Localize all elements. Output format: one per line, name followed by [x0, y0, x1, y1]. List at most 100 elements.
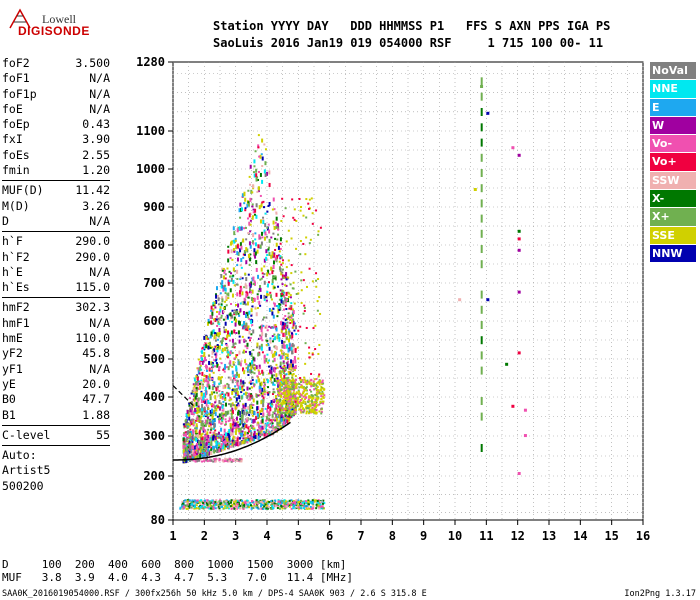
- echo-point: [245, 322, 248, 327]
- echo-point: [227, 245, 230, 248]
- echo-point: [273, 286, 276, 289]
- echo-point: [214, 336, 217, 341]
- echo-point: [224, 300, 227, 303]
- echo-point: [269, 407, 272, 412]
- echo-point: [216, 347, 219, 350]
- echo-point: [225, 342, 228, 345]
- echo-point: [289, 305, 292, 308]
- echo-point: [235, 245, 238, 250]
- echo-point: [199, 420, 202, 423]
- echo-point: [242, 388, 245, 391]
- echo-point: [182, 505, 185, 508]
- echo-point: [238, 423, 241, 426]
- echo-point: [319, 379, 322, 382]
- echo-point: [208, 379, 211, 382]
- echo-point: [291, 388, 294, 391]
- echo-point: [298, 506, 301, 509]
- echo-point: [290, 346, 293, 351]
- echo-point: [203, 343, 206, 346]
- echo-point: [480, 229, 483, 238]
- echo-point: [228, 440, 231, 445]
- echo-point: [225, 501, 228, 504]
- echo-point: [298, 390, 301, 393]
- echo-point: [267, 403, 270, 406]
- echo-point: [268, 281, 271, 284]
- param-row: h`Es 115.0: [2, 280, 110, 295]
- echo-point: [287, 390, 290, 393]
- y-tick-label: 1280: [136, 55, 165, 69]
- echo-point: [264, 212, 267, 215]
- echo-point: [242, 302, 245, 305]
- echo-point: [258, 507, 261, 510]
- echo-point: [231, 428, 234, 433]
- echo-point: [255, 365, 258, 370]
- echo-point: [189, 424, 192, 427]
- echo-point: [295, 247, 298, 250]
- echo-point: [225, 505, 228, 508]
- echo-point: [300, 379, 303, 382]
- echo-point: [204, 422, 207, 427]
- echo-point: [224, 321, 227, 326]
- echo-point: [299, 253, 302, 256]
- echo-point: [219, 340, 222, 343]
- echo-point: [214, 460, 217, 463]
- echo-point: [213, 391, 216, 394]
- echo-point: [191, 445, 194, 450]
- echo-point: [259, 219, 262, 224]
- echo-point: [247, 503, 250, 506]
- echo-point: [292, 320, 295, 325]
- echo-point: [218, 345, 221, 350]
- echo-point: [232, 342, 235, 345]
- echo-point: [319, 312, 322, 315]
- echo-point: [279, 424, 282, 427]
- echo-point: [262, 507, 265, 510]
- param-label: B0: [2, 392, 16, 407]
- param-row: h`E N/A: [2, 265, 110, 280]
- echo-point: [221, 404, 224, 409]
- echo-point: [222, 412, 225, 415]
- echo-point: [278, 420, 281, 423]
- echo-point: [235, 371, 238, 376]
- echo-point: [235, 458, 238, 461]
- echo-point: [245, 277, 248, 282]
- echo-point: [282, 367, 285, 370]
- echo-point: [276, 421, 279, 426]
- echo-point: [238, 400, 241, 403]
- echo-point: [207, 506, 210, 509]
- echo-point: [267, 249, 270, 252]
- echo-point: [250, 333, 253, 336]
- echo-point: [201, 371, 204, 376]
- echo-point: [245, 366, 248, 369]
- echo-point: [227, 334, 230, 337]
- echo-point: [288, 333, 291, 336]
- echo-point: [192, 383, 195, 386]
- echo-point: [195, 437, 198, 442]
- echo-point: [260, 408, 263, 413]
- y-tick-label: 400: [143, 390, 165, 404]
- echo-point: [205, 375, 208, 380]
- echo-point: [195, 504, 198, 507]
- echo-point: [304, 362, 307, 365]
- echo-point: [226, 445, 229, 448]
- echo-point: [266, 408, 269, 413]
- echo-point: [206, 321, 209, 326]
- echo-point: [300, 205, 303, 208]
- echo-point: [288, 505, 291, 508]
- echo-point: [246, 419, 249, 422]
- echo-point: [294, 502, 297, 505]
- echo-point: [286, 400, 289, 403]
- echo-point: [221, 280, 224, 285]
- echo-point: [275, 225, 278, 228]
- echo-point: [276, 502, 279, 505]
- echo-point: [291, 502, 294, 505]
- echo-point: [300, 394, 303, 397]
- echo-point: [196, 443, 199, 446]
- echo-point: [236, 292, 239, 297]
- echo-point: [189, 443, 192, 446]
- echo-point: [221, 337, 224, 342]
- echo-point: [311, 500, 314, 503]
- echo-point: [229, 315, 232, 320]
- y-tick-label: 1100: [136, 124, 165, 138]
- echo-point: [294, 398, 297, 401]
- echo-point: [187, 436, 190, 439]
